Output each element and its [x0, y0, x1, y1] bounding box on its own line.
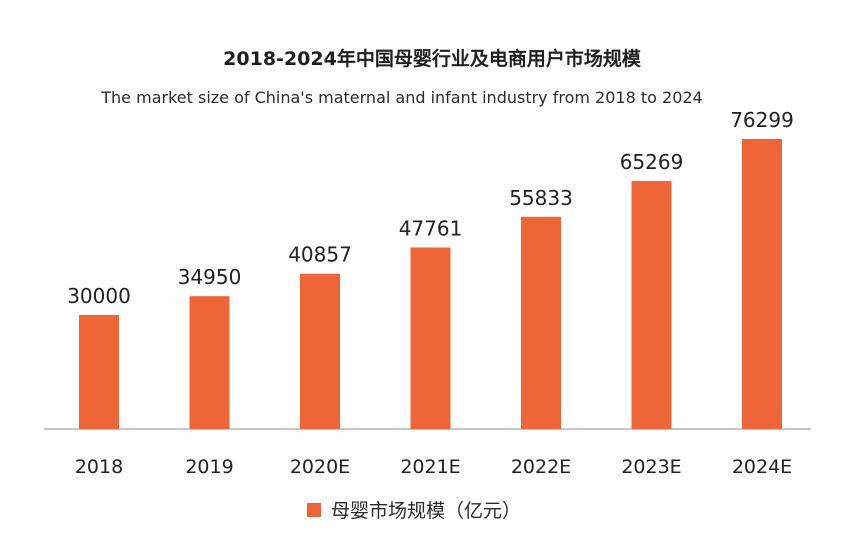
bar-2020E — [300, 273, 340, 429]
bar-2019 — [189, 296, 230, 429]
chart-subtitle: The market size of China's maternal and … — [101, 88, 703, 107]
data-label-2019: 34950 — [178, 265, 242, 289]
x-tick-label-2018: 2018 — [75, 456, 123, 478]
data-label-2018: 30000 — [67, 284, 131, 308]
bar-2021E — [410, 247, 451, 429]
x-tick-label-2022E: 2022E — [511, 456, 571, 478]
bar-2018 — [79, 314, 119, 429]
data-label-2024E: 76299 — [730, 108, 794, 132]
legend-swatch — [307, 502, 321, 517]
data-label-2021E: 47761 — [399, 216, 463, 240]
x-tick-label-2020E: 2020E — [290, 456, 350, 478]
x-tick-label-2019: 2019 — [185, 456, 233, 478]
x-tick-label-2024E: 2024E — [732, 456, 792, 478]
bar-2022E — [521, 216, 561, 429]
x-tick-label-2023E: 2023E — [621, 456, 681, 478]
x-tick-label-2021E: 2021E — [400, 456, 460, 478]
bar-2024E — [742, 139, 782, 429]
data-label-2022E: 55833 — [509, 186, 573, 210]
bar-2023E — [631, 180, 672, 429]
data-label-2020E: 40857 — [288, 243, 352, 267]
legend-label: 母婴市场规模（亿元） — [331, 500, 522, 522]
data-label-2023E: 65269 — [620, 150, 684, 174]
chart-title: 2018-2024年中国母婴行业及电商用户市场规模 — [223, 48, 641, 70]
chart-legend: 母婴市场规模（亿元） — [307, 496, 521, 523]
